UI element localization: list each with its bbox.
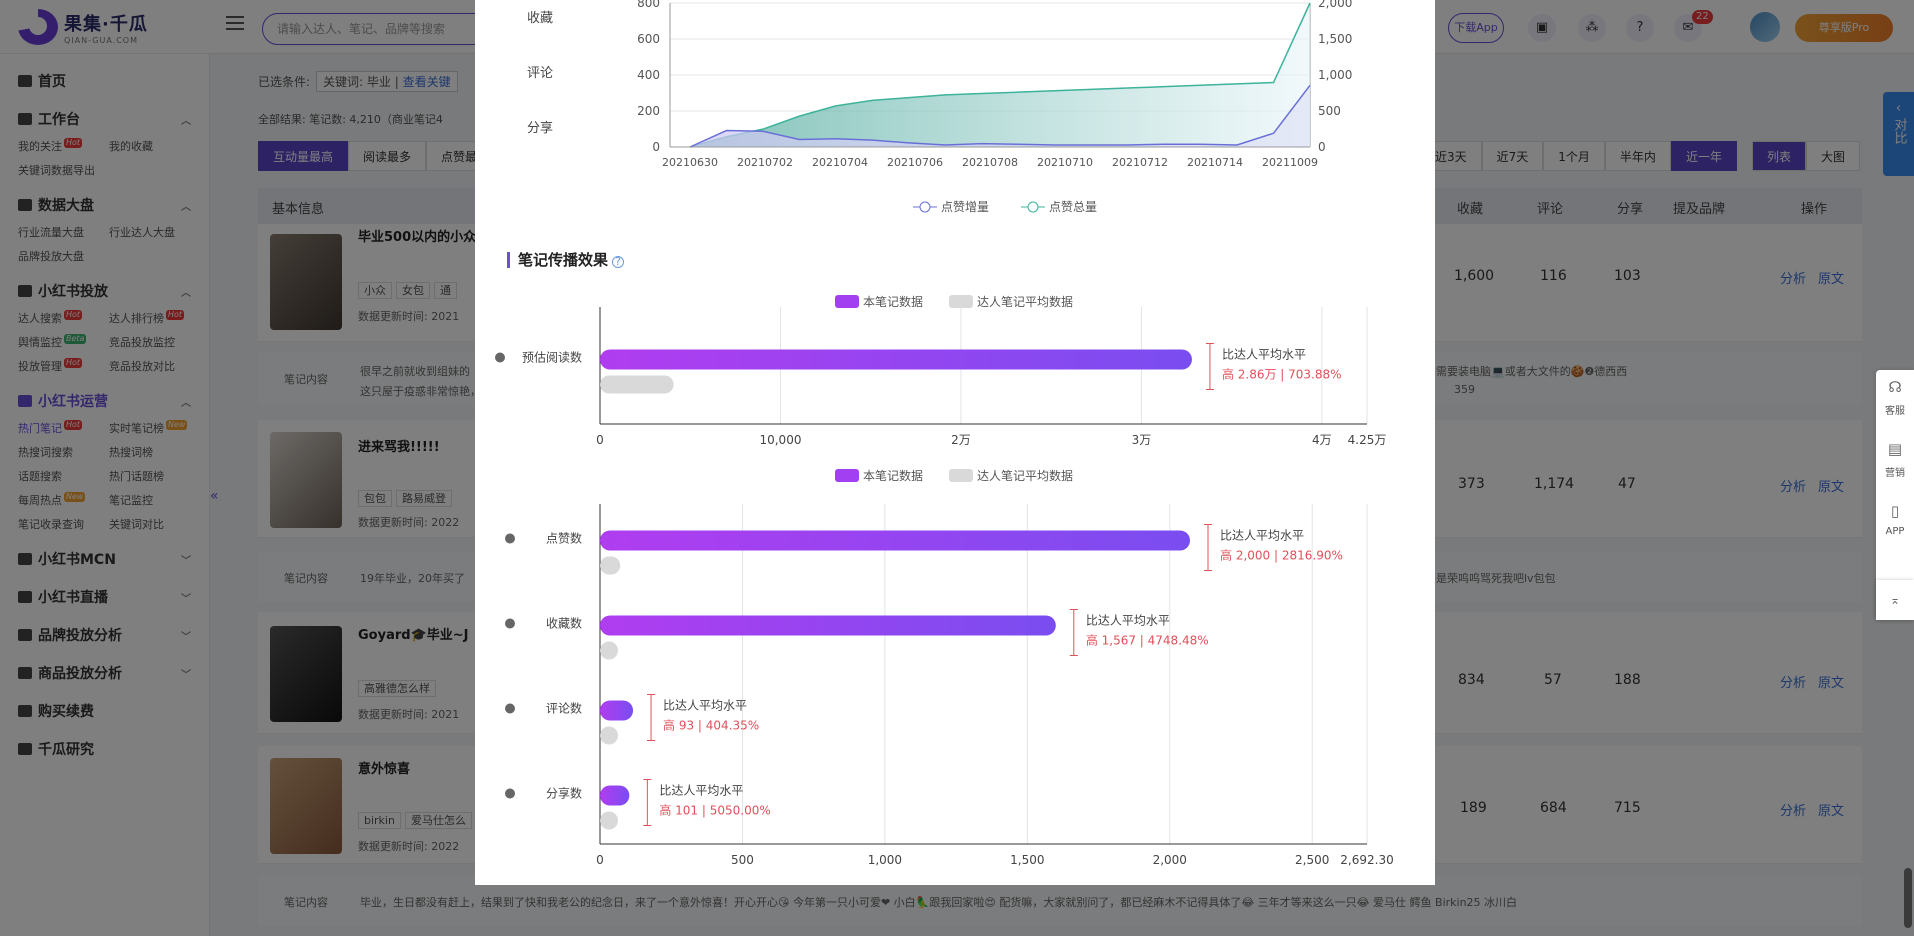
category-icon: [505, 788, 515, 799]
legend-swatch: [835, 469, 859, 482]
section-title: 笔记传播效果?: [507, 252, 625, 268]
y-tick-left: 400: [637, 68, 660, 82]
category-label: 评论数: [546, 701, 582, 716]
x-tick: 1,000: [868, 853, 902, 867]
legend-label: 本笔记数据: [863, 468, 923, 483]
phone-icon: ▯: [1890, 502, 1900, 520]
x-tick: 0: [596, 433, 604, 447]
y-tick-right: 2,000: [1318, 0, 1352, 10]
read-compare-chart: 本笔记数据 达人笔记平均数据 0 10,000 2万 3万 4万 4.25万 预估阅读数 比达人平…: [495, 294, 1387, 447]
y-tick-right: 1,000: [1318, 68, 1352, 82]
marketing-button[interactable]: ▤ 营销: [1876, 432, 1914, 494]
bar-note: [600, 349, 1192, 370]
category-label: 收藏数: [546, 616, 582, 631]
series-line-total: [689, 2, 1311, 148]
app-button[interactable]: ▯ APP: [1876, 494, 1914, 556]
x-tick: 3万: [1132, 433, 1152, 447]
series-area-increment: [690, 85, 1310, 147]
category-label: 预估阅读数: [522, 350, 582, 365]
bar-average: [600, 375, 674, 394]
bar-average: [600, 726, 618, 745]
category-label: 分享数: [546, 786, 582, 801]
bar-average: [600, 641, 618, 660]
bar-note: [600, 615, 1056, 636]
metric-label: 评论: [527, 66, 553, 81]
legend-label: 达人笔记平均数据: [977, 468, 1073, 483]
metric-label: 分享: [527, 120, 553, 136]
headset-icon: ☊: [1888, 378, 1902, 396]
series-line-increment: [689, 84, 1311, 148]
note-value: 高 1,567 | 4748.48%: [1086, 633, 1209, 648]
x-tick: 20210630: [662, 156, 718, 169]
x-tick: 20211009: [1262, 156, 1318, 169]
x-tick: 20210710: [1037, 156, 1093, 169]
x-tick: 10,000: [759, 433, 801, 447]
legend-label: 本笔记数据: [863, 294, 923, 309]
x-tick: 20210712: [1112, 156, 1168, 169]
service-button[interactable]: ☊ 客服: [1876, 370, 1914, 432]
y-tick-right: 0: [1318, 140, 1326, 154]
interaction-compare-chart: 本笔记数据 达人笔记平均数据 0 500 1,000 1,500 2,000 2,500 2,6…: [505, 468, 1394, 867]
legend-label: 达人笔记平均数据: [977, 294, 1073, 309]
right-toolbar: ☊ 客服 ▤ 营销 ▯ APP: [1876, 370, 1914, 620]
x-tick: 20210708: [962, 156, 1018, 169]
y-tick-left: 600: [637, 32, 660, 46]
category-icon: [505, 703, 515, 714]
legend-swatch: [949, 469, 973, 482]
note-value: 高 2,000 | 2816.90%: [1220, 548, 1343, 563]
category-icon: [495, 352, 505, 363]
x-tick: 2万: [951, 433, 971, 447]
y-tick-right: 500: [1318, 104, 1341, 118]
metric-label: 收藏: [527, 11, 553, 26]
legend-swatch: [835, 295, 859, 308]
x-tick: 20210702: [737, 156, 793, 169]
note-title: 比达人平均水平: [1222, 348, 1306, 362]
legend-swatch: [949, 295, 973, 308]
note-title: 比达人平均水平: [1086, 614, 1170, 628]
bar-note: [600, 530, 1190, 551]
scrollbar[interactable]: [1904, 868, 1912, 928]
y-tick-left: 0: [652, 140, 660, 154]
note-title: 比达人平均水平: [1220, 529, 1304, 543]
x-tick: 2,500: [1295, 853, 1329, 867]
legend-marker: [919, 201, 931, 213]
bar-average: [600, 556, 621, 575]
note-value: 高 2.86万 | 703.88%: [1222, 367, 1342, 382]
x-tick: 0: [596, 853, 604, 867]
x-tick: 4.25万: [1348, 433, 1387, 447]
x-tick: 20210714: [1187, 156, 1243, 169]
bar-note: [600, 785, 630, 806]
note-value: 高 93 | 404.35%: [663, 718, 759, 733]
x-tick: 1,500: [1010, 853, 1044, 867]
note-title: 比达人平均水平: [663, 699, 747, 713]
category-icon: [505, 618, 515, 629]
help-icon[interactable]: ?: [612, 256, 625, 268]
note-value: 高 101 | 5050.00%: [659, 803, 770, 818]
analysis-modal: 800 2,000 600 1,500 400 1,000 200 500 0 0 收藏评论分享 20…: [475, 0, 1435, 885]
legend-label: 点赞增量: [941, 200, 989, 214]
marketing-icon: ▤: [1887, 440, 1903, 458]
y-tick-left: 800: [637, 0, 660, 10]
y-tick-right: 1,500: [1318, 32, 1352, 46]
legend-marker: [1027, 201, 1039, 213]
x-tick: 500: [731, 853, 754, 867]
scroll-top-icon[interactable]: ⌅: [1876, 580, 1914, 620]
x-tick: 20210706: [887, 156, 943, 169]
bar-average: [600, 811, 618, 830]
x-tick: 2,000: [1153, 853, 1187, 867]
category-icon: [505, 533, 515, 544]
x-tick: 4万: [1312, 433, 1332, 447]
category-label: 点赞数: [546, 531, 582, 546]
series-area-total: [690, 3, 1310, 147]
x-tick: 20210704: [812, 156, 868, 169]
x-tick: 2,692.30: [1340, 853, 1393, 867]
legend-label: 点赞总量: [1049, 200, 1097, 214]
y-tick-left: 200: [637, 104, 660, 118]
note-title: 比达人平均水平: [659, 784, 743, 798]
bar-note: [600, 700, 634, 721]
